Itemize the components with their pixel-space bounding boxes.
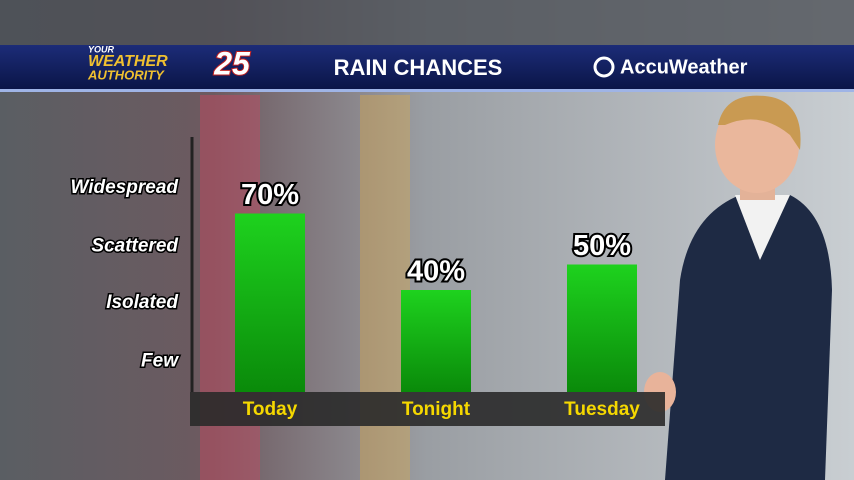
header-bar (0, 45, 854, 91)
header-rule (0, 89, 854, 92)
y-tick-label: Widespread (70, 177, 178, 198)
sponsor-icon (593, 56, 615, 78)
x-tick-label: Today (243, 399, 298, 420)
brand-channel: 25 (213, 45, 251, 81)
y-tick-label: Isolated (106, 292, 178, 313)
bar (567, 264, 637, 392)
bar (401, 290, 471, 392)
value-label: 70% (241, 179, 299, 211)
brand-text: YOUR (88, 44, 115, 54)
y-tick-label: Scattered (91, 236, 178, 257)
x-tick-label: Tuesday (564, 399, 640, 420)
presenter-hair (718, 95, 801, 150)
presenter-shirt (735, 195, 790, 260)
bar (235, 213, 305, 392)
brand-text: AUTHORITY (87, 67, 165, 82)
chart-title: RAIN CHANCES (334, 55, 503, 80)
category-band (190, 392, 665, 426)
x-tick-label: Tonight (402, 399, 471, 420)
y-tick-label: Few (141, 350, 179, 371)
sponsor: AccuWeather (620, 56, 748, 78)
presenter-suit (665, 195, 832, 480)
value-label: 50% (573, 230, 631, 262)
background-top (0, 0, 854, 45)
value-label: 40% (407, 256, 465, 288)
brand-text: WEATHER (88, 53, 168, 70)
